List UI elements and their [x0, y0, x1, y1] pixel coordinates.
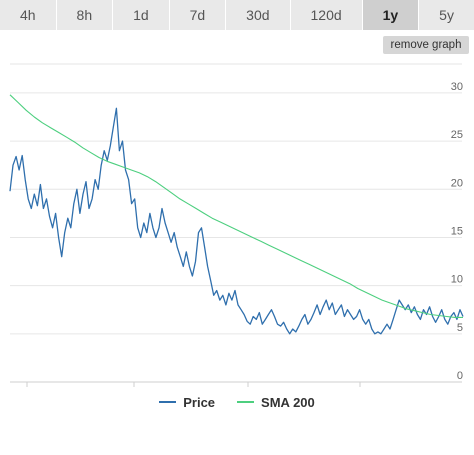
series-line-sma-200 [9, 94, 463, 318]
chart-legend: Price SMA 200 [0, 392, 474, 412]
tab-30d[interactable]: 30d [226, 0, 291, 30]
remove-graph-button[interactable]: remove graph [383, 36, 469, 54]
y-tick-label-0: 0 [457, 370, 463, 382]
tab-1d[interactable]: 1d [113, 0, 170, 30]
tab-5y[interactable]: 5y [419, 0, 474, 30]
legend-item-sma-200[interactable]: SMA 200 [237, 395, 315, 410]
x-tick-label-3: Jul '25 [344, 391, 375, 392]
y-axis-ticks: 0 5 10 15 20 25 30 [451, 81, 463, 382]
tab-120d[interactable]: 120d [290, 0, 363, 30]
y-tick-label-25: 25 [451, 129, 463, 141]
legend-swatch-price [159, 401, 177, 403]
x-tick-label-2: Apr '25 [231, 391, 266, 392]
y-tick-label-20: 20 [451, 177, 463, 189]
timeframe-tabs: 4h 8h 1d 7d 30d 120d 1y 5y [0, 0, 474, 30]
tab-8h[interactable]: 8h [56, 0, 114, 30]
x-tick-label-0: Oct '24 [10, 391, 45, 392]
tab-7d[interactable]: 7d [169, 0, 227, 30]
y-tick-label-15: 15 [451, 225, 463, 237]
series-line-price [9, 107, 464, 335]
x-axis-ticks: Oct '24 Jan '25 Apr '25 Jul '25 [10, 382, 376, 392]
y-tick-label-5: 5 [457, 322, 463, 334]
tab-4h[interactable]: 4h [0, 0, 57, 30]
legend-swatch-sma-200 [237, 401, 255, 403]
y-tick-label-30: 30 [451, 81, 463, 93]
y-tick-label-10: 10 [451, 274, 463, 286]
tab-1y[interactable]: 1y [362, 0, 420, 30]
chart-grid [10, 63, 462, 383]
legend-label-sma-200: SMA 200 [261, 394, 315, 410]
legend-label-price: Price [183, 394, 216, 410]
legend-item-price[interactable]: Price [159, 395, 215, 410]
price-chart: 0 5 10 15 20 25 30 Oct '24 Jan '25 Apr '25 Jul '2… [9, 63, 464, 392]
chart-series [9, 94, 464, 335]
x-tick-label-1: Jan '25 [116, 391, 151, 392]
